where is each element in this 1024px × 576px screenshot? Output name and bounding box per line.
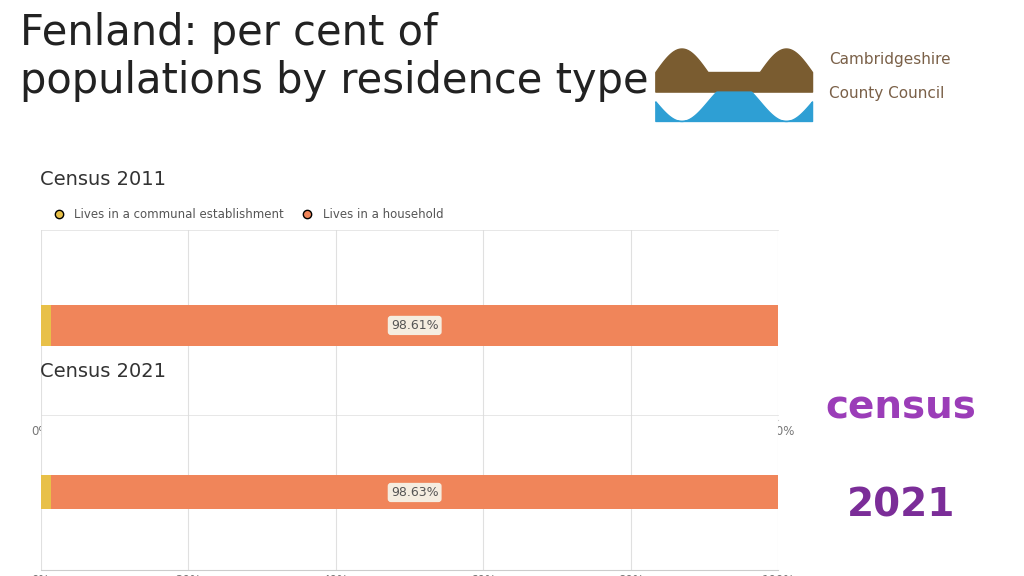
Text: Fenland: per cent of
populations by residence type: Fenland: per cent of populations by resi… (20, 12, 649, 102)
Bar (41, 475, 51, 510)
Legend: Lives in a communal establishment, Lives in a household: Lives in a communal establishment, Lives… (47, 208, 443, 221)
Text: 2021: 2021 (847, 486, 955, 524)
Text: Census 2011: Census 2011 (40, 169, 166, 188)
Text: census: census (825, 388, 977, 426)
Text: Cambridgeshire: Cambridgeshire (829, 52, 951, 67)
Text: County Council: County Council (829, 86, 945, 101)
Text: Census 2021: Census 2021 (40, 362, 166, 381)
Bar (41, 305, 51, 346)
Text: 98.63%: 98.63% (391, 486, 438, 499)
Bar (51, 475, 778, 510)
Text: 98.61%: 98.61% (391, 319, 438, 332)
Bar (51, 305, 778, 346)
